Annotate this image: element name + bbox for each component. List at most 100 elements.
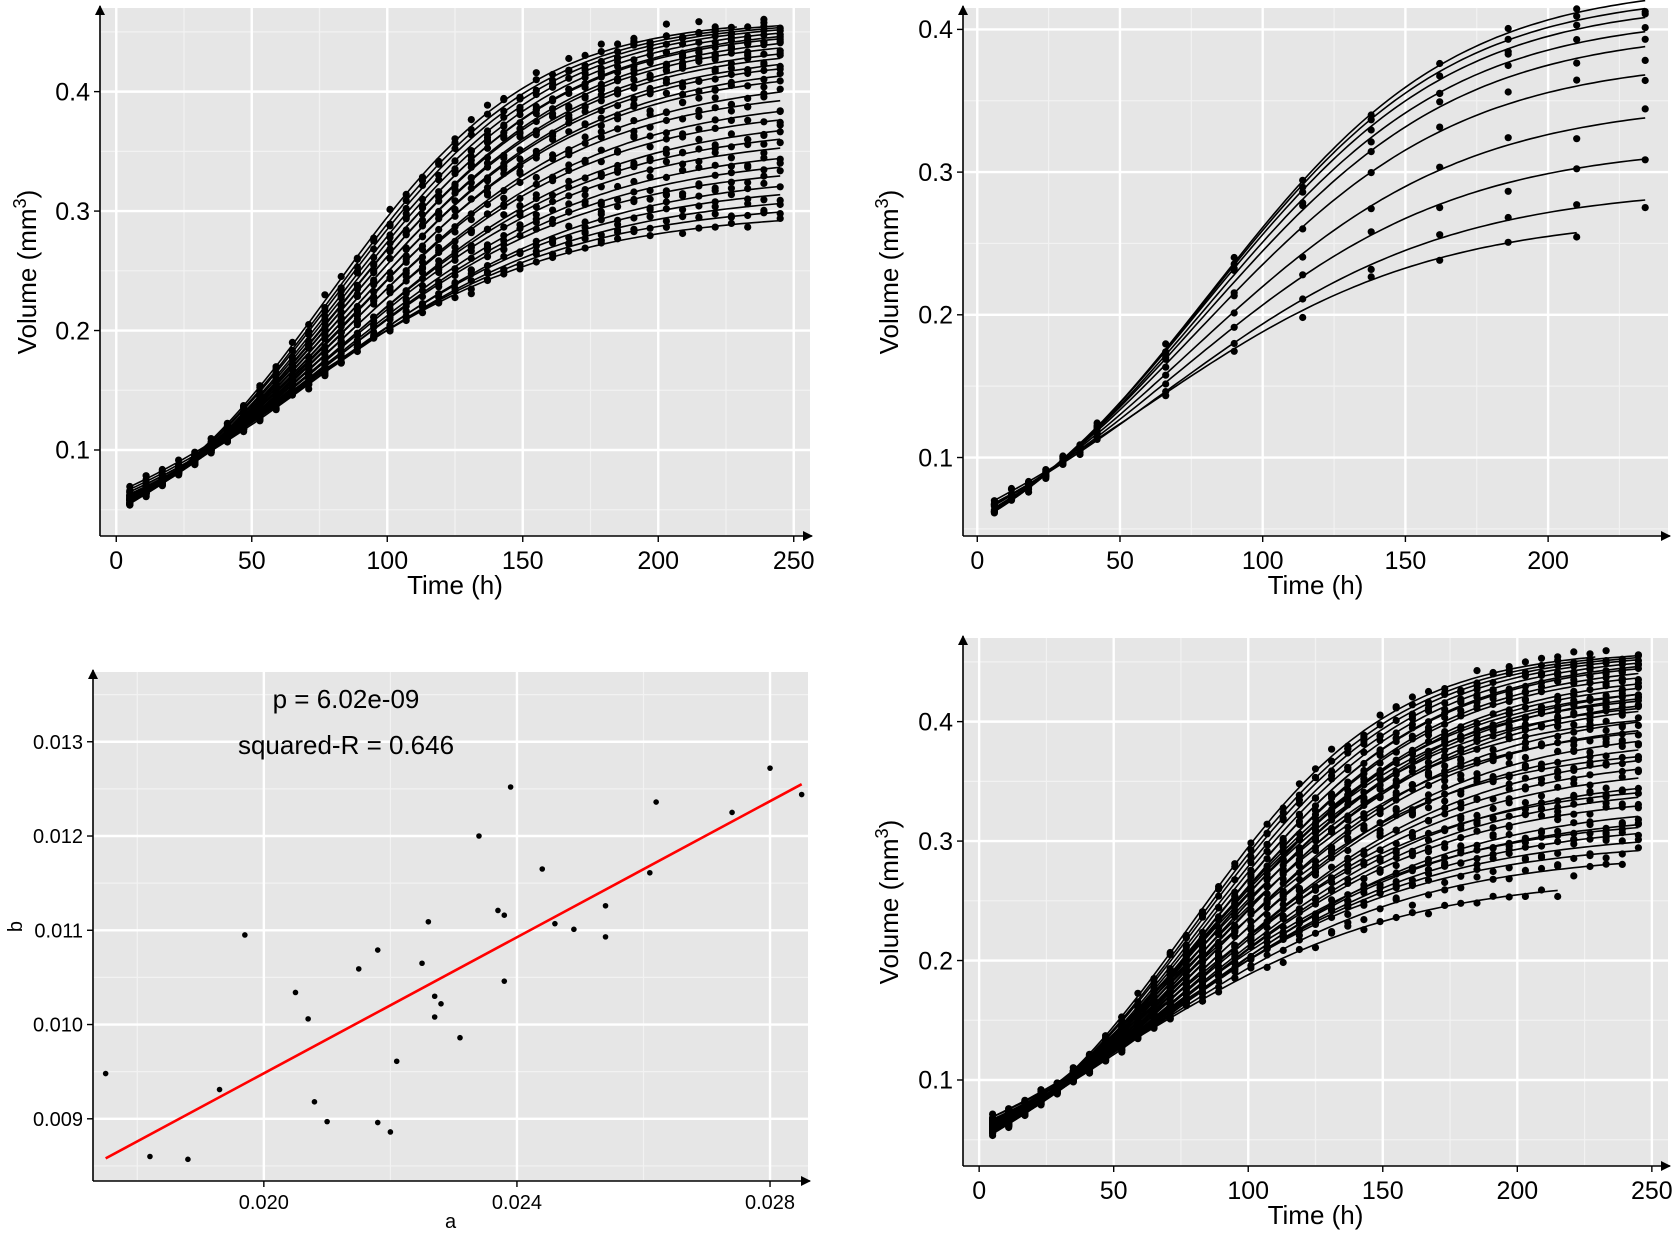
observed-point	[1376, 732, 1384, 740]
y-axis-title-superscript: 3	[10, 198, 30, 208]
data-marks	[102, 765, 805, 1163]
observed-point	[1215, 930, 1223, 938]
observed-point	[1537, 721, 1546, 729]
observed-point	[1570, 800, 1578, 808]
observed-point	[1328, 843, 1336, 851]
observed-point	[1311, 914, 1320, 923]
observed-point	[1441, 797, 1449, 805]
observed-point	[646, 204, 654, 212]
observed-point	[1198, 962, 1207, 970]
observed-point	[630, 117, 638, 125]
observed-point	[1424, 876, 1433, 884]
observed-point	[386, 288, 394, 296]
observed-point	[1424, 687, 1433, 696]
observed-point	[581, 218, 589, 226]
observed-point	[1570, 736, 1578, 744]
observed-point	[516, 211, 524, 219]
observed-point	[1634, 740, 1642, 748]
observed-point	[1053, 1079, 1061, 1087]
observed-point	[744, 40, 752, 48]
observed-point	[1573, 233, 1581, 241]
observed-point	[744, 32, 752, 41]
observed-point	[1602, 799, 1610, 807]
observed-point	[1360, 770, 1368, 778]
observed-point	[1489, 670, 1497, 678]
observed-point	[1231, 965, 1239, 973]
fitted-curve	[992, 683, 1639, 1133]
observed-point	[760, 179, 768, 187]
observed-point	[1247, 964, 1255, 972]
observed-point	[1586, 650, 1594, 658]
observed-point	[549, 191, 557, 199]
observed-point	[1344, 867, 1352, 875]
observed-point	[695, 28, 703, 37]
fitted-curve	[992, 659, 1639, 1134]
observed-point	[1521, 764, 1529, 772]
observed-point	[630, 84, 638, 92]
observed-point	[1618, 753, 1626, 762]
observed-point	[418, 300, 427, 308]
observed-point	[695, 135, 703, 143]
observed-point	[1376, 748, 1384, 756]
data-marks	[126, 15, 784, 509]
parameter-point	[767, 765, 773, 771]
plot-background	[93, 672, 808, 1181]
observed-point	[1457, 771, 1465, 779]
fitted-curve	[992, 705, 1639, 1132]
parameter-point	[729, 809, 735, 816]
observed-point	[581, 174, 589, 182]
observed-point	[1392, 884, 1400, 892]
observed-point	[1473, 811, 1481, 820]
observed-point	[386, 327, 394, 335]
observed-point	[1441, 790, 1449, 798]
observed-point	[1436, 72, 1444, 80]
observed-point	[565, 208, 573, 216]
observed-point	[1618, 837, 1626, 845]
observed-point	[1441, 767, 1449, 775]
observed-point	[1328, 745, 1336, 753]
observed-point	[305, 385, 313, 393]
observed-point	[1457, 697, 1465, 705]
observed-point	[1573, 12, 1581, 20]
observed-point	[1311, 857, 1320, 865]
observed-point	[1473, 719, 1481, 727]
observed-point	[1263, 963, 1271, 972]
observed-point	[1231, 902, 1239, 910]
observed-point	[1573, 5, 1581, 13]
observed-point	[1473, 737, 1481, 745]
observed-point	[1505, 875, 1513, 883]
observed-point	[679, 40, 687, 48]
observed-point	[597, 146, 605, 154]
observed-point	[727, 49, 736, 57]
observed-point	[1441, 825, 1449, 833]
observed-point	[646, 123, 654, 131]
observed-point	[1473, 899, 1481, 907]
observed-point	[1328, 905, 1336, 913]
panel-a-volume-chart: 0 50 100 150 200 250 0.1 0.2 0.3 0.4 Time (h) Volum…	[10, 5, 815, 600]
observed-point	[516, 162, 524, 170]
observed-point	[1344, 834, 1352, 842]
observed-point	[1328, 887, 1336, 895]
observed-point	[695, 145, 703, 153]
observed-point	[1392, 826, 1400, 834]
observed-point	[288, 371, 296, 380]
observed-point	[695, 48, 703, 57]
y-axis-title-end: )	[12, 190, 42, 199]
observed-point	[565, 89, 573, 97]
observed-point	[597, 86, 605, 94]
observed-point	[1441, 901, 1449, 910]
parameter-point	[507, 784, 514, 790]
observed-point	[370, 245, 378, 253]
observed-point	[1037, 1090, 1045, 1098]
observed-point	[1634, 731, 1642, 739]
observed-point	[760, 209, 768, 217]
observed-point	[597, 231, 605, 239]
observed-point	[1247, 931, 1255, 939]
y-axis-title-superscript: 3	[872, 828, 892, 838]
observed-point	[1521, 720, 1529, 729]
observed-point	[597, 48, 605, 56]
observed-point	[1311, 944, 1320, 952]
observed-point	[1634, 714, 1642, 722]
observed-point	[1311, 900, 1320, 908]
observed-point	[256, 402, 264, 410]
